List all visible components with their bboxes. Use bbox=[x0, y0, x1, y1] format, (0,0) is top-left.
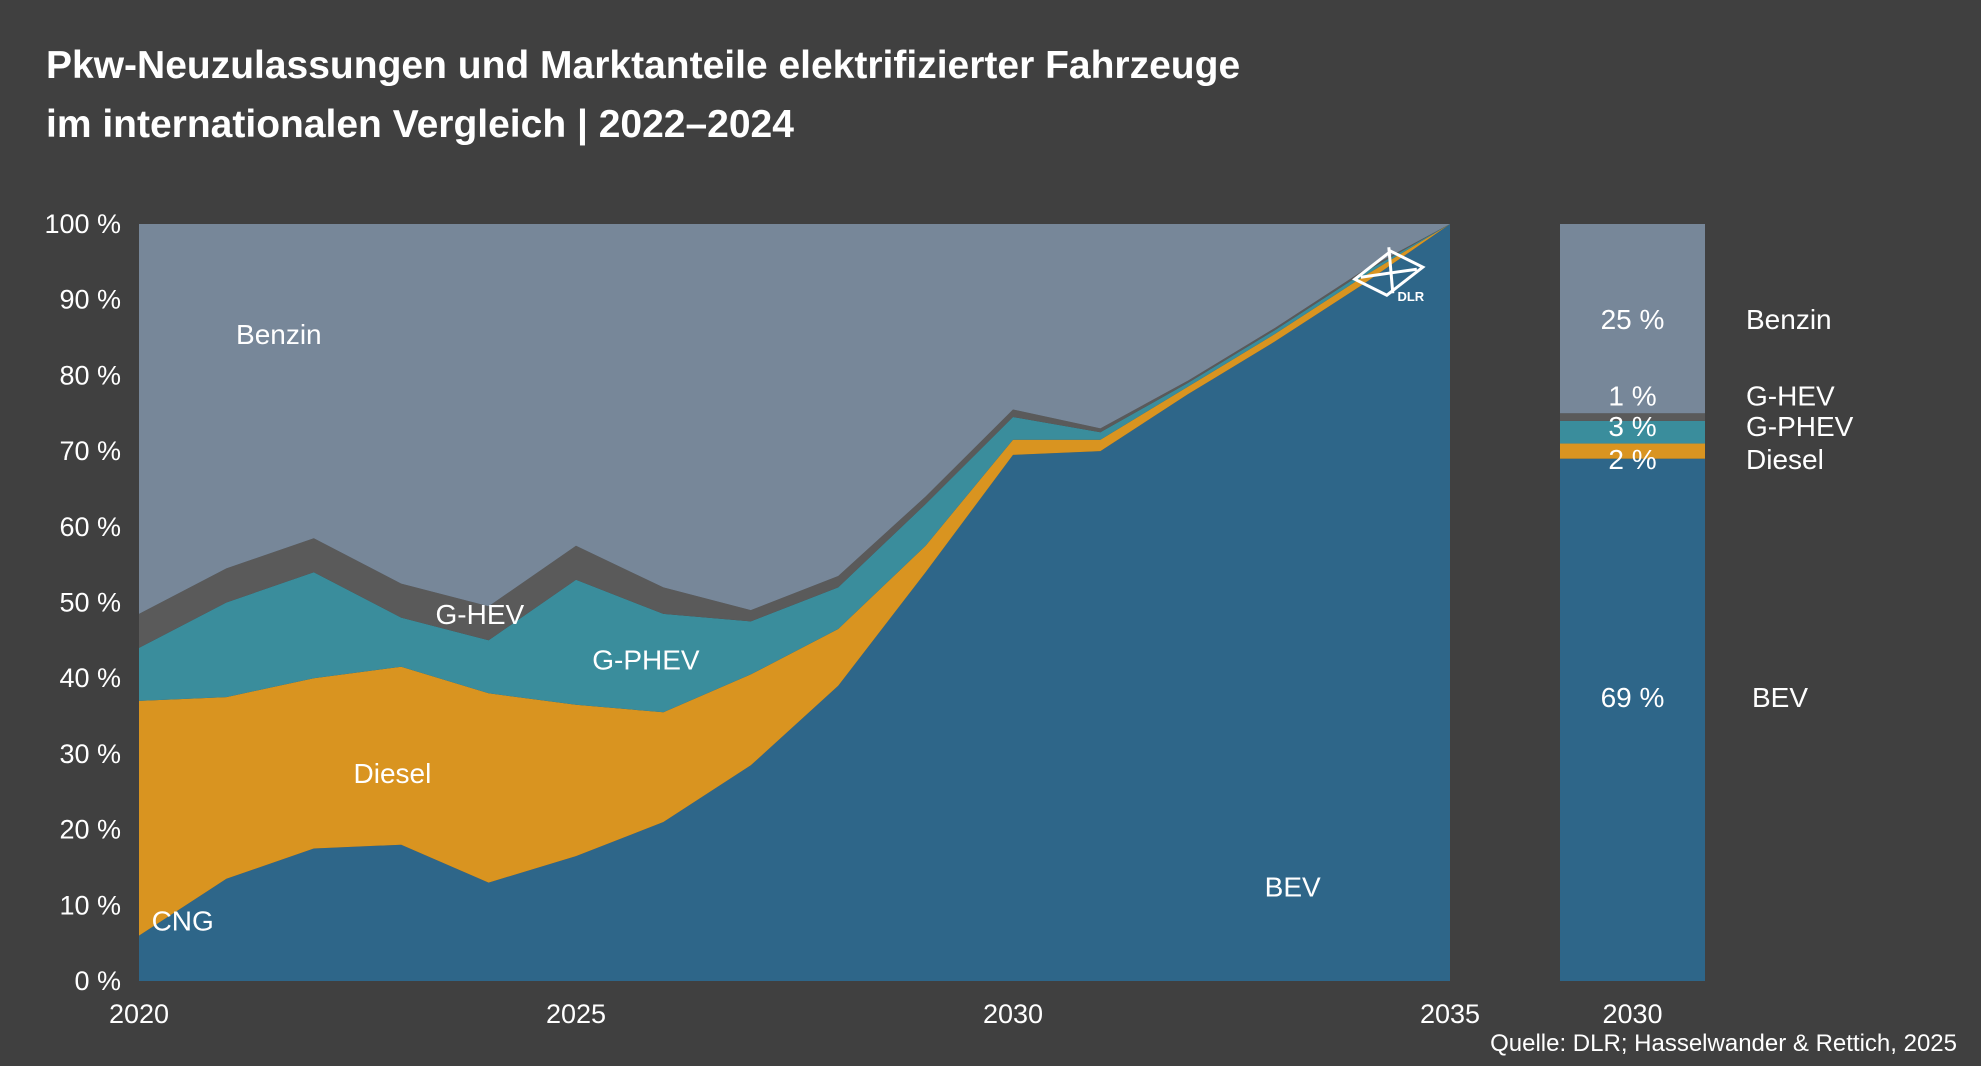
x-tick-label: 2030 bbox=[983, 999, 1043, 1029]
y-tick-label: 10 % bbox=[59, 890, 121, 920]
bar-segment-diesel bbox=[1560, 443, 1705, 459]
area-benzin bbox=[139, 224, 1450, 614]
bar-legend-g-hev: G-HEV bbox=[1746, 381, 1835, 412]
y-tick-label: 30 % bbox=[59, 739, 121, 769]
chart-title-line-1: Pkw-Neuzulassungen und Marktanteile elek… bbox=[46, 44, 1241, 87]
y-tick-label: 50 % bbox=[59, 588, 121, 618]
bar-x-tick-label: 2030 bbox=[1602, 999, 1662, 1029]
x-tick-label: 2035 bbox=[1420, 999, 1480, 1029]
x-tick-label: 2025 bbox=[546, 999, 606, 1029]
area-label-bev: BEV bbox=[1265, 871, 1321, 902]
bar-legend-bev: BEV bbox=[1752, 682, 1808, 713]
bar-legend-benzin: Benzin bbox=[1746, 304, 1832, 335]
chart-title-line-2: im internationalen Vergleich | 2022–2024 bbox=[46, 103, 794, 146]
area-g-phev bbox=[139, 224, 1450, 713]
area-label-g-phev: G-PHEV bbox=[592, 644, 700, 675]
bar-segment-g-phev bbox=[1560, 420, 1705, 444]
dlr-logo-frame bbox=[1352, 249, 1426, 297]
bar-value-label-benzin: 25 % bbox=[1601, 304, 1665, 335]
area-bev bbox=[139, 224, 1450, 981]
area-label-benzin: Benzin bbox=[236, 319, 322, 350]
bar-legend-g-phev: G-PHEV bbox=[1746, 411, 1854, 442]
y-tick-label: 0 % bbox=[74, 966, 121, 996]
y-tick-label: 70 % bbox=[59, 436, 121, 466]
area-label-diesel: Diesel bbox=[354, 758, 432, 789]
y-tick-label: 80 % bbox=[59, 360, 121, 390]
y-tick-label: 60 % bbox=[59, 512, 121, 542]
area-diesel bbox=[139, 224, 1450, 936]
bar-value-label-g-hev: 1 % bbox=[1608, 381, 1656, 412]
bar-segment-benzin bbox=[1560, 224, 1705, 414]
y-tick-label: 90 % bbox=[59, 285, 121, 315]
bar-value-label-diesel: 2 % bbox=[1608, 444, 1656, 475]
bar-legend-diesel: Diesel bbox=[1746, 444, 1824, 475]
bar-segment-g-hev bbox=[1560, 413, 1705, 421]
y-tick-label: 40 % bbox=[59, 663, 121, 693]
area-label-cng: CNG bbox=[152, 905, 214, 936]
y-tick-label: 100 % bbox=[44, 209, 121, 239]
area-label-g-hev: G-HEV bbox=[436, 599, 525, 630]
x-tick-label: 2020 bbox=[109, 999, 169, 1029]
bar-value-label-g-phev: 3 % bbox=[1608, 411, 1656, 442]
source-note: Quelle: DLR; Hasselwander & Rettich, 202… bbox=[1490, 1030, 1957, 1057]
bar-value-label-bev: 69 % bbox=[1601, 682, 1665, 713]
dlr-logo-cross bbox=[1387, 247, 1395, 294]
y-tick-label: 20 % bbox=[59, 815, 121, 845]
bar-segment-bev bbox=[1560, 458, 1705, 981]
chart-title: Pkw-Neuzulassungen und Marktanteile elek… bbox=[46, 36, 1446, 154]
dlr-logo-cross bbox=[1360, 267, 1418, 279]
dlr-logo-text: DLR bbox=[1397, 289, 1424, 304]
